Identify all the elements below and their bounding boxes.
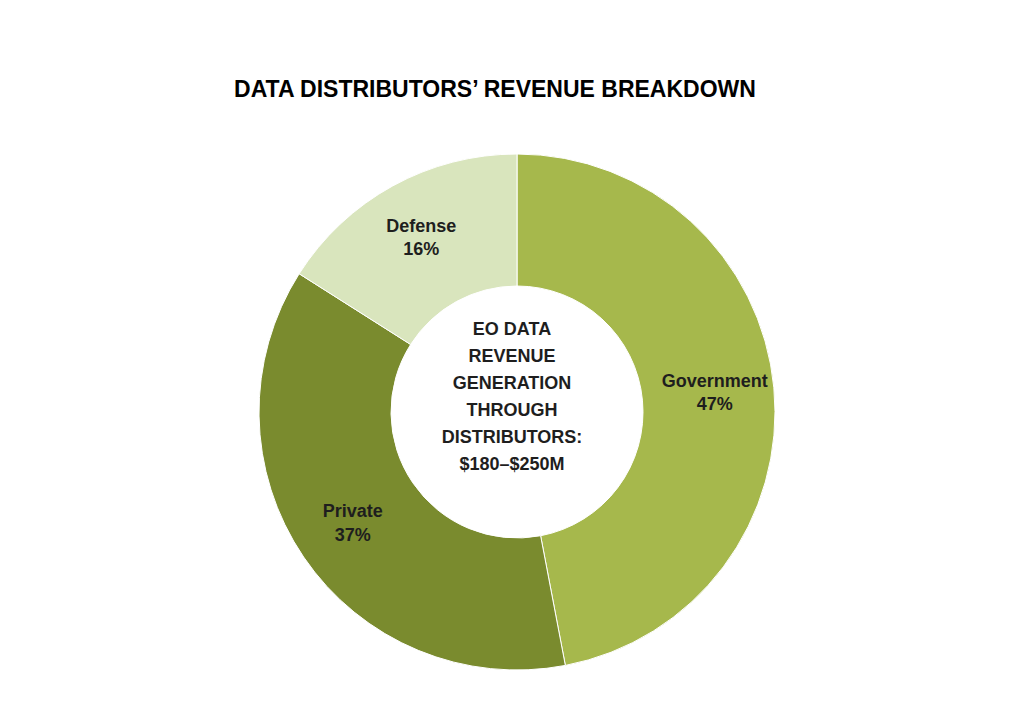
- svg-text:Private37%: Private37%: [323, 501, 383, 544]
- html-text:EO DATA: EO DATA: [472, 319, 552, 339]
- html-text:REVENUE: REVENUE: [468, 346, 556, 366]
- html-text:DISTRIBUTORS:: DISTRIBUTORS:: [441, 427, 583, 447]
- svg-text:Defense16%: Defense16%: [386, 216, 456, 259]
- html-text:THROUGH: THROUGH: [466, 400, 558, 420]
- html-text:GENERATION: GENERATION: [452, 373, 572, 393]
- html-text:$180–$250M: $180–$250M: [459, 454, 565, 474]
- html-text:DATA DISTRIBUTORS’ REVENUE BRE: DATA DISTRIBUTORS’ REVENUE BREAKDOWN: [234, 76, 756, 102]
- svg-text:Government47%: Government47%: [662, 371, 768, 414]
